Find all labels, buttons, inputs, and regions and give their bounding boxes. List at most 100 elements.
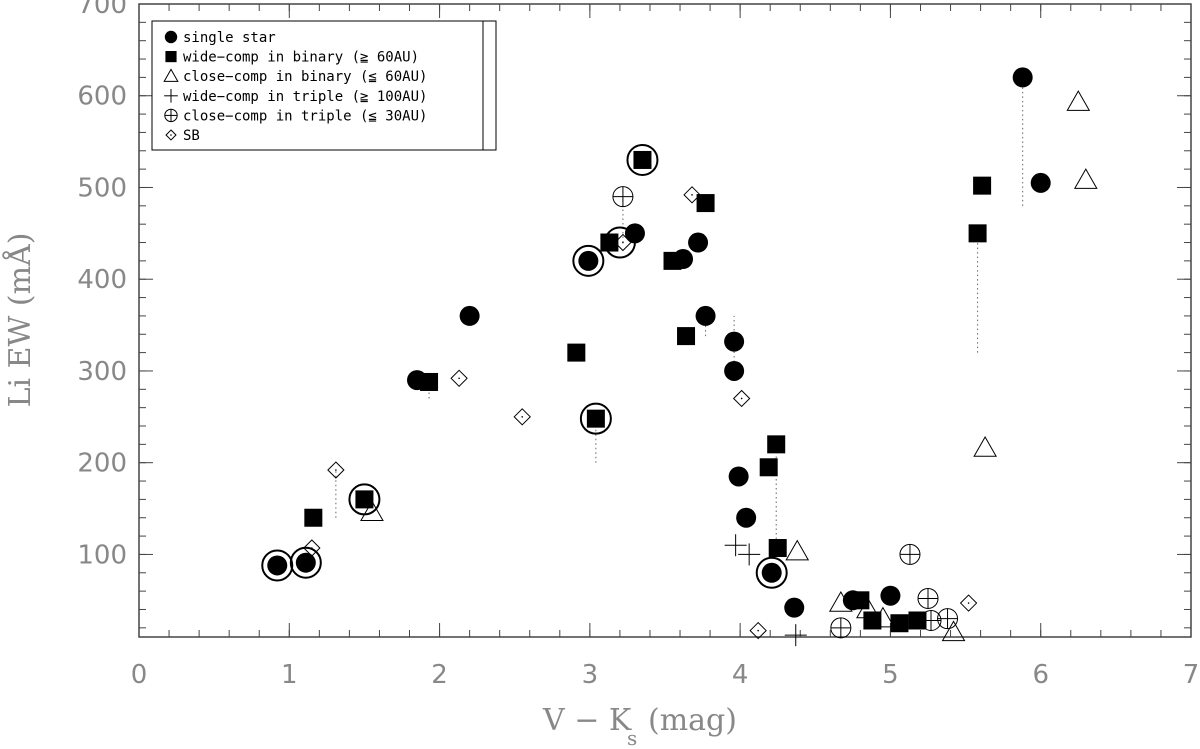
filled-circle-shape xyxy=(295,552,316,573)
triangle-marker xyxy=(871,606,895,628)
filled-circle-marker xyxy=(736,507,757,528)
x-axis-label-subscript: s xyxy=(627,726,637,749)
filled-square-shape xyxy=(567,343,586,362)
filled-circle-shape xyxy=(880,585,901,606)
y-tick-label: 400 xyxy=(77,265,127,295)
filled-circle-shape xyxy=(1030,172,1051,193)
plus-marker xyxy=(724,534,747,557)
tick-labels: 0 1 2 3 4 5 6 7 100 200 300 400 500 600 700 xyxy=(77,0,1199,690)
filled-circle-marker xyxy=(1012,67,1033,88)
diamond-dot xyxy=(170,134,172,136)
circle-plus-marker xyxy=(899,543,921,565)
filled-square-shape xyxy=(968,224,987,243)
filled-square-marker xyxy=(600,233,619,252)
filled-circle-shape xyxy=(624,223,645,244)
filled-square-marker xyxy=(677,327,696,346)
triangle-marker xyxy=(360,500,384,521)
y-tick-label: 100 xyxy=(77,540,127,570)
diamond-shape xyxy=(851,591,870,610)
triangle-shape xyxy=(1066,90,1091,111)
filled-square-shape xyxy=(973,176,992,195)
diamond-marker xyxy=(749,621,767,640)
filled-square-shape xyxy=(696,194,715,213)
triangle-shape xyxy=(1073,168,1098,189)
filled-circle-marker xyxy=(688,232,709,253)
filled-square-shape xyxy=(355,490,374,509)
filled-square-shape xyxy=(420,372,439,391)
diamond-marker xyxy=(513,408,531,426)
diamond-marker xyxy=(327,461,345,479)
diamond-shape xyxy=(327,461,345,479)
filled-circle-shape xyxy=(459,305,480,326)
legend-box xyxy=(151,20,497,151)
filled-square-shape xyxy=(633,150,652,169)
diamond-marker xyxy=(959,594,978,612)
triangle-shape xyxy=(871,606,895,628)
filled-circle-shape xyxy=(1012,67,1033,88)
plus-marker xyxy=(784,624,807,647)
filled-square-marker xyxy=(759,458,778,477)
diamond-shape xyxy=(732,389,751,408)
filled-square-marker xyxy=(633,150,652,169)
y-axis-label: Li EW (mÅ) xyxy=(2,233,38,408)
filled-circle-shape xyxy=(784,597,805,618)
plus-marker xyxy=(738,543,761,566)
diamond-shape xyxy=(513,408,531,426)
legend-label: wide−comp in triple (≧ 100AU) xyxy=(183,89,427,105)
filled-circle-shape xyxy=(695,305,716,326)
triangle-marker xyxy=(1066,90,1091,111)
legend-label: SB xyxy=(183,128,200,144)
diamond-dot xyxy=(691,194,693,196)
x-tick-label: 3 xyxy=(582,660,599,690)
filled-circle-shape xyxy=(728,466,749,487)
legend-label: close−comp in binary (≦ 60AU) xyxy=(183,69,427,85)
diamond-shape xyxy=(959,594,978,612)
filled-square-marker xyxy=(696,194,715,213)
diamond-shape xyxy=(450,369,468,388)
filled-square-marker xyxy=(973,176,992,195)
circle-plus-marker xyxy=(917,587,939,609)
filled-square-shape xyxy=(165,51,177,63)
filled-square-marker xyxy=(567,343,586,362)
triangle-marker xyxy=(785,539,810,561)
filled-circle-shape xyxy=(578,250,599,271)
triangle-shape xyxy=(360,500,384,521)
filled-circle-shape xyxy=(736,507,757,528)
filled-circle-marker xyxy=(880,585,901,606)
x-tick-label: 7 xyxy=(1183,660,1200,690)
circle-plus-marker xyxy=(830,617,852,639)
filled-circle-marker xyxy=(578,250,599,271)
filled-square-shape xyxy=(586,409,605,428)
filled-circle-shape xyxy=(164,30,178,44)
filled-square-shape xyxy=(663,251,682,270)
filled-circle-marker xyxy=(267,555,288,576)
filled-circle-marker xyxy=(784,597,805,618)
highlight-ring xyxy=(579,402,612,435)
x-axis-label-unit: (mag) xyxy=(648,703,737,738)
triangle-shape xyxy=(828,591,853,612)
legend: single star wide−comp in binary (≧ 60AU) c… xyxy=(151,20,497,151)
diamond-dot xyxy=(521,416,524,418)
filled-square-shape xyxy=(759,458,778,477)
triangle-shape xyxy=(941,620,966,642)
x-tick-label: 5 xyxy=(882,660,899,690)
filled-square-shape xyxy=(677,327,696,346)
triangle-marker xyxy=(828,591,853,612)
diamond-dot xyxy=(859,599,862,602)
filled-square-marker xyxy=(968,224,987,243)
triangle-marker xyxy=(163,68,179,82)
filled-square-marker xyxy=(355,490,374,509)
filled-circle-marker xyxy=(295,552,316,573)
axis-ticks xyxy=(138,3,1192,637)
diamond-shape xyxy=(165,129,177,141)
y-tick-label: 300 xyxy=(77,357,127,387)
filled-circle-marker xyxy=(1030,172,1051,193)
legend-label: wide−comp in binary (≧ 60AU) xyxy=(183,50,419,66)
diamond-shape xyxy=(749,621,767,640)
filled-circle-shape xyxy=(724,331,745,352)
diamond-marker xyxy=(303,539,321,557)
diamond-dot xyxy=(967,602,970,604)
diamond-shape xyxy=(683,186,701,204)
circle-plus-marker xyxy=(612,186,634,208)
